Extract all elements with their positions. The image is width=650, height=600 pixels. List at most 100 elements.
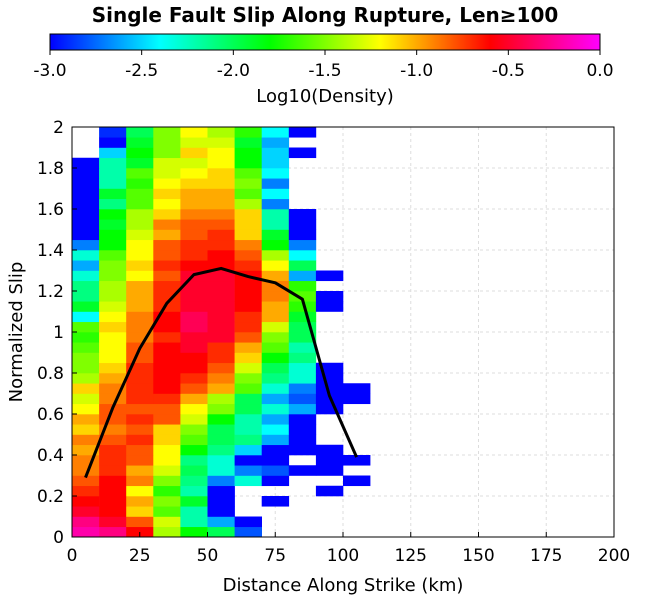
heatmap-cell — [153, 434, 181, 446]
heatmap-cell — [207, 127, 235, 138]
colorbar-tick-label: -0.5 — [492, 61, 525, 81]
heatmap-cell — [72, 496, 100, 507]
y-tick-label: 0.4 — [37, 446, 64, 466]
heatmap-cell — [261, 280, 290, 292]
heatmap-cell — [234, 178, 262, 189]
heatmap-cell — [207, 362, 235, 374]
heatmap-cell — [207, 434, 235, 446]
colorbar-tick-label: -2.5 — [125, 61, 158, 81]
y-tick-label: 2 — [53, 118, 64, 138]
heatmap-cell — [180, 383, 208, 394]
heatmap-cell — [153, 188, 181, 200]
heatmap-cell — [99, 198, 127, 210]
heatmap-cell — [207, 280, 235, 292]
heatmap-cell — [72, 362, 100, 374]
heatmap-cell — [180, 475, 208, 487]
heatmap-cell — [234, 229, 262, 241]
heatmap-cell — [207, 465, 235, 476]
heatmap-cell — [126, 444, 154, 456]
heatmap-cell — [72, 301, 100, 312]
heatmap-cell — [126, 301, 154, 312]
heatmap-cell — [99, 127, 127, 138]
heatmap-cell — [99, 414, 127, 425]
heatmap-cell — [207, 516, 235, 528]
heatmap-cell — [99, 455, 127, 466]
heatmap-cell — [180, 434, 208, 446]
heatmap-cell — [126, 362, 154, 374]
heatmap-cell — [72, 414, 100, 425]
colorbar-tick-label: -3.0 — [33, 61, 66, 81]
heatmap-cell — [72, 280, 100, 292]
heatmap-cell — [207, 157, 235, 169]
heatmap-cell — [180, 137, 208, 148]
heatmap-cell — [153, 383, 181, 394]
heatmap-cell — [207, 444, 235, 456]
heatmap-cell — [207, 239, 235, 251]
heatmap-cell — [72, 321, 100, 333]
heatmap-cell — [288, 434, 317, 446]
heatmap-cell — [153, 506, 181, 517]
heatmap-cell — [99, 229, 127, 241]
heatmap-cell — [153, 403, 181, 415]
heatmap-cell — [99, 168, 127, 179]
heatmap-cell — [343, 383, 371, 394]
heatmap-cell — [126, 496, 154, 507]
heatmap-cell — [207, 414, 235, 425]
heatmap-cell — [234, 127, 262, 138]
heatmap-cell — [72, 516, 100, 528]
heatmap-cell — [153, 157, 181, 169]
heatmap-cell — [288, 239, 317, 251]
heatmap-cell — [234, 332, 262, 343]
x-tick-label: 75 — [264, 546, 286, 566]
heatmap-cell — [234, 147, 262, 159]
heatmap-cell — [126, 455, 154, 466]
heatmap-cell — [153, 260, 181, 271]
heatmap-cell — [288, 424, 317, 435]
heatmap-cell — [126, 424, 154, 435]
heatmap-cell — [288, 352, 317, 364]
heatmap-cell — [315, 270, 344, 282]
heatmap-cell — [153, 485, 181, 497]
heatmap-cell — [72, 393, 100, 405]
heatmap-cell — [234, 250, 262, 261]
heatmap-cell — [126, 198, 154, 210]
heatmap-cell — [72, 485, 100, 497]
heatmap-cell — [234, 209, 262, 220]
heatmap-cell — [180, 332, 208, 343]
heatmap-cell — [288, 403, 317, 415]
heatmap-cell — [315, 465, 344, 476]
heatmap-cell — [99, 496, 127, 507]
heatmap-cell — [153, 229, 181, 241]
heatmap-cell — [126, 280, 154, 292]
heatmap-cell — [234, 465, 262, 476]
heatmap-cell — [126, 403, 154, 415]
y-tick-label: 1 — [53, 323, 64, 343]
heatmap-cell — [288, 465, 317, 476]
heatmap-cell — [207, 393, 235, 405]
heatmap-cell — [180, 465, 208, 476]
heatmap-cell — [72, 291, 100, 302]
heatmap-cell — [288, 444, 317, 456]
heatmap-cell — [207, 332, 235, 343]
heatmap-cell — [153, 444, 181, 456]
heatmap-cell — [99, 291, 127, 302]
heatmap-cell — [234, 188, 262, 200]
heatmap-cell — [180, 455, 208, 466]
heatmap-cell — [126, 383, 154, 394]
colorbar-label: Log10(Density) — [256, 86, 394, 107]
heatmap-cell — [234, 424, 262, 435]
heatmap-cell — [207, 229, 235, 241]
heatmap-cell — [153, 250, 181, 261]
heatmap-cell — [261, 444, 290, 456]
y-tick-label: 1.2 — [37, 282, 64, 302]
heatmap-cell — [180, 496, 208, 507]
y-tick-label: 1.8 — [37, 159, 64, 179]
heatmap-cell — [99, 178, 127, 189]
heatmap-cell — [261, 260, 290, 271]
heatmap-cell — [315, 455, 344, 466]
heatmap-cell — [72, 455, 100, 466]
heatmap-cell — [126, 178, 154, 189]
heatmap-cell — [153, 455, 181, 466]
heatmap-cell — [207, 485, 235, 497]
